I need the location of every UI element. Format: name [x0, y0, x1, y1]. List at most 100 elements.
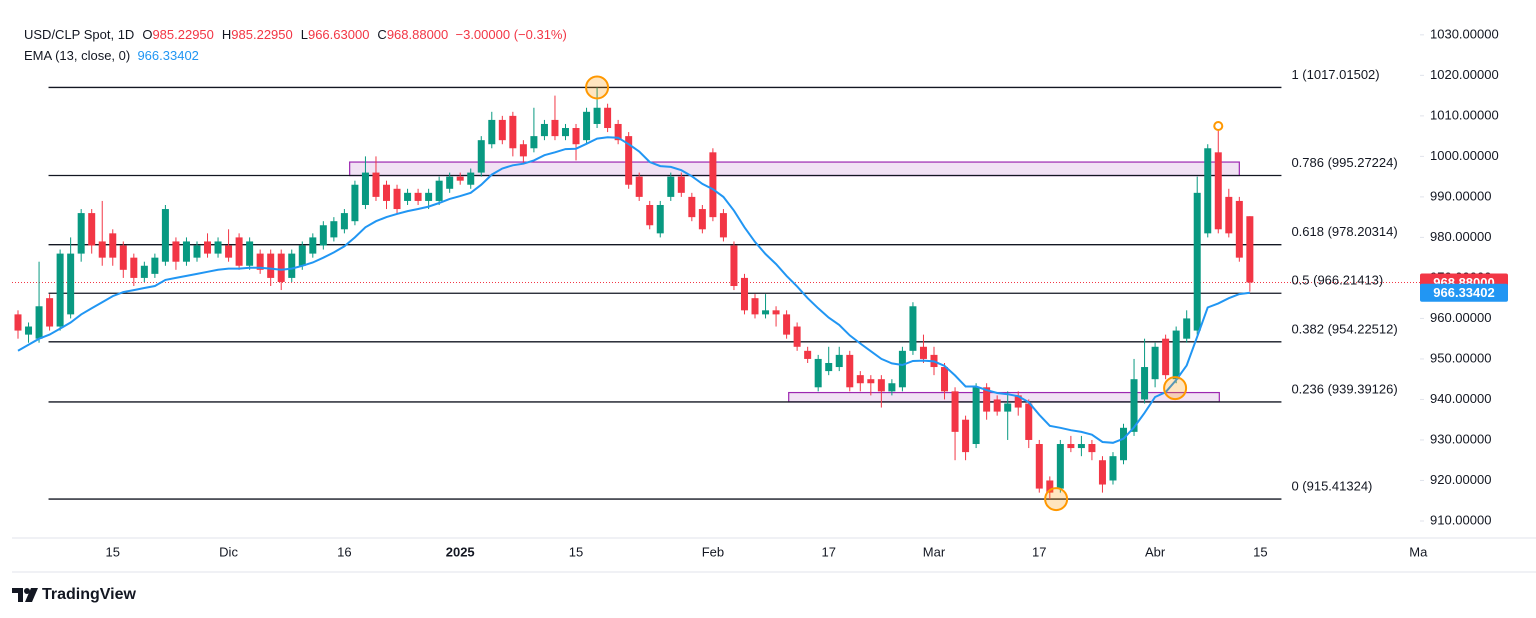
- candle-body: [204, 241, 212, 254]
- candle-body: [414, 192, 422, 201]
- y-tick-label: 960.00000: [1430, 310, 1491, 325]
- y-tick-label: 950.00000: [1430, 350, 1491, 365]
- candle-body: [856, 375, 864, 384]
- candle-body: [814, 358, 822, 388]
- candle-body: [509, 115, 517, 149]
- y-tick-label: 940.00000: [1430, 391, 1491, 406]
- candle-body: [456, 176, 464, 181]
- logo-part: [24, 588, 30, 594]
- y-tick-label: 980.00000: [1430, 229, 1491, 244]
- candle-body: [1077, 444, 1085, 449]
- candle-body: [1162, 338, 1170, 376]
- fib-label: 0.786 (995.27224): [1291, 155, 1397, 170]
- candle-body: [446, 176, 454, 189]
- fib-label: 0.236 (939.39126): [1291, 381, 1397, 396]
- candle-body: [1246, 216, 1254, 283]
- ohlc-value: 985.22950: [231, 27, 293, 42]
- candle-body: [719, 213, 727, 238]
- logo-part: [25, 588, 38, 602]
- candle-body: [941, 367, 949, 392]
- candle-body: [14, 314, 22, 331]
- candle-body: [319, 225, 327, 246]
- candle-body: [404, 192, 412, 201]
- x-tick-label: 15: [1253, 544, 1267, 559]
- x-tick-label: Mar: [923, 544, 946, 559]
- candle-body: [1151, 346, 1159, 380]
- x-tick-label: 15: [569, 544, 583, 559]
- candle-body: [361, 172, 369, 205]
- ema-value: 966.33402: [137, 48, 199, 63]
- candle-body: [256, 253, 264, 270]
- candle-body: [751, 298, 759, 315]
- ohlc-key: L: [300, 27, 308, 42]
- ohlc-key: H: [221, 27, 232, 42]
- ohlc: O985.22950 H985.22950 L966.63000 C968.88000: [134, 27, 448, 42]
- candle-body: [172, 241, 180, 262]
- candle-body: [35, 306, 43, 339]
- candle-body: [919, 346, 927, 359]
- y-tick-label: 920.00000: [1430, 472, 1491, 487]
- candle-body: [151, 257, 159, 274]
- x-tick-label: 17: [821, 544, 835, 559]
- candle-body: [1214, 152, 1222, 230]
- candle-body: [1109, 456, 1117, 481]
- candle-body: [993, 399, 1001, 412]
- plot: [12, 75, 1420, 512]
- candle-body: [898, 350, 906, 388]
- x-tick-label: Abr: [1145, 544, 1166, 559]
- candle-body: [277, 253, 285, 282]
- ema-name: EMA (13, close, 0): [24, 48, 131, 63]
- candle-body: [962, 419, 970, 453]
- candle-body: [825, 362, 833, 372]
- candle-body: [846, 354, 854, 388]
- candle-body: [130, 257, 138, 278]
- candle-body: [119, 245, 127, 270]
- candle-body: [1035, 444, 1043, 489]
- marker: [585, 75, 610, 100]
- candle-body: [909, 306, 917, 351]
- candle-body: [340, 213, 348, 230]
- candle-body: [1120, 427, 1128, 461]
- y-tick-label: 990.00000: [1430, 188, 1491, 203]
- logo-part: [12, 588, 23, 602]
- candle-body: [877, 379, 885, 392]
- candle-body: [762, 310, 770, 315]
- candle-body: [330, 221, 338, 238]
- candle-body: [309, 237, 317, 254]
- candle-body: [1056, 444, 1064, 489]
- candle-body: [477, 140, 485, 173]
- candle-body: [625, 136, 633, 185]
- y-tick-label: 1010.00000: [1430, 107, 1499, 122]
- y-tick-label: 1030.00000: [1430, 26, 1499, 41]
- candle-body: [372, 172, 380, 197]
- candle-body: [561, 128, 569, 137]
- candle-body: [593, 107, 601, 124]
- candle-body: [88, 213, 96, 246]
- candle-body: [867, 379, 875, 384]
- marker: [1163, 376, 1188, 401]
- candle-body: [604, 107, 612, 129]
- candle-body: [614, 123, 622, 141]
- candle-body: [688, 196, 696, 218]
- fib-label: 0.618 (978.20314): [1291, 224, 1397, 239]
- candle-body: [1098, 460, 1106, 485]
- candle-body: [67, 253, 75, 315]
- x-tick-label: 2025: [446, 544, 475, 559]
- ohlc-key: O: [142, 27, 153, 42]
- candle-body: [951, 391, 959, 432]
- change: −3.00000 (−0.31%): [455, 27, 567, 42]
- candle-body: [1141, 367, 1149, 400]
- candle-body: [77, 213, 85, 254]
- candle-body: [140, 265, 148, 278]
- legend: USD/CLP Spot, 1D O985.22950 H985.22950 L966…: [24, 24, 567, 66]
- y-tick-label: 910.00000: [1430, 512, 1491, 527]
- fib-label: 0.382 (954.22512): [1291, 321, 1397, 336]
- ema-badge-bg: [1420, 283, 1508, 302]
- candle-body: [677, 176, 685, 193]
- candle-body: [435, 180, 443, 201]
- candle-body: [572, 128, 580, 145]
- candle-body: [698, 209, 706, 230]
- candle-body: [1225, 196, 1233, 234]
- candle-body: [835, 354, 843, 368]
- candle-body: [109, 233, 117, 258]
